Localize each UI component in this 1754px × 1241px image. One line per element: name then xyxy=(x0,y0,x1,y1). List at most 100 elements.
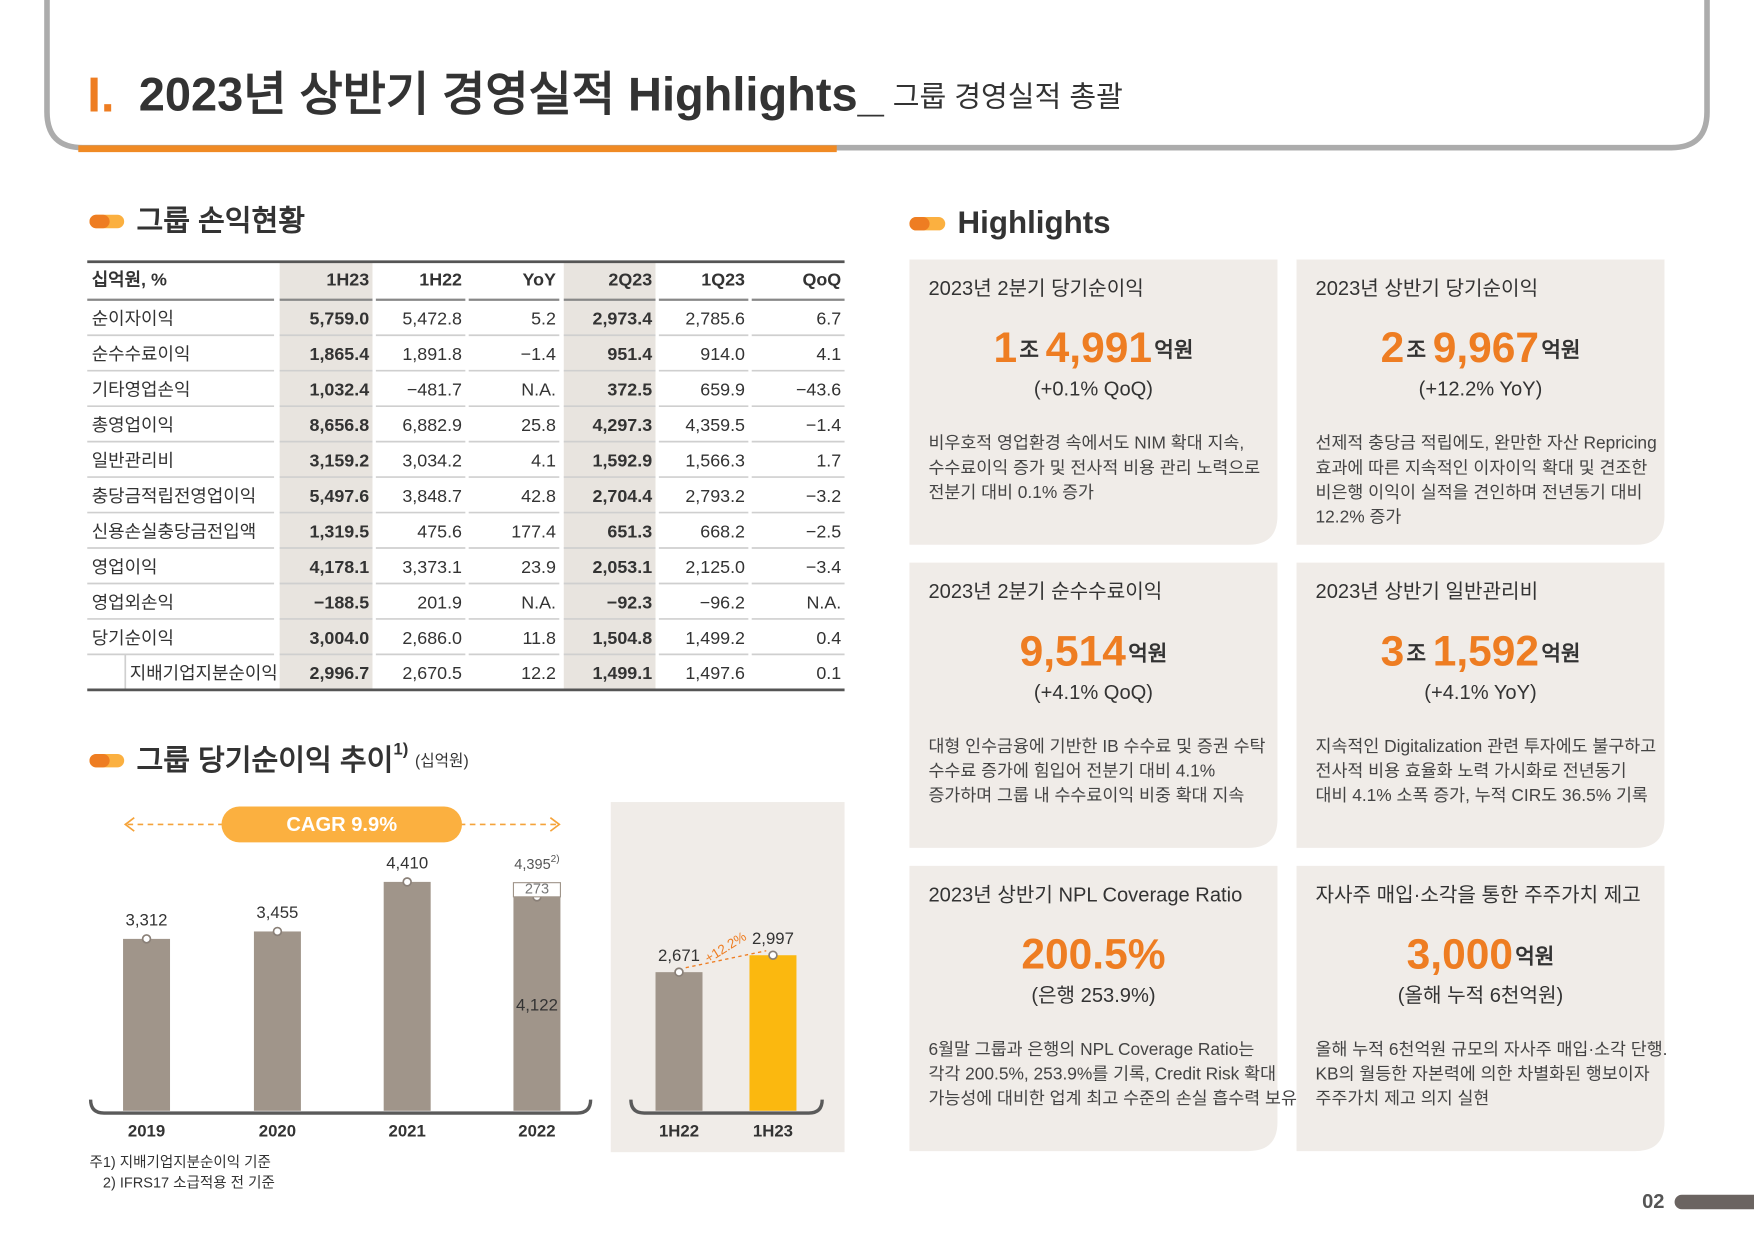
table-cell: −1.4 xyxy=(806,415,841,435)
row-label: 순수수료이익 xyxy=(92,344,191,364)
x-tick-label: 1H23 xyxy=(753,1121,793,1140)
table-cell: −43.6 xyxy=(796,380,841,400)
value-label: 3,312 xyxy=(126,910,168,929)
card-main: 1 조 4,991 억원 xyxy=(994,325,1194,372)
table-cell: −96.2 xyxy=(700,592,745,612)
footnote: 2) IFRS17 소급적용 전 기준 xyxy=(103,1174,275,1191)
table-cell: 5,472.8 xyxy=(402,309,462,329)
table-cell: 1,319.5 xyxy=(310,521,370,541)
table-cell: 177.4 xyxy=(511,521,556,541)
table-cell: 651.3 xyxy=(607,521,652,541)
main-unit: 억원 xyxy=(1515,944,1554,968)
table-cell: 3,848.7 xyxy=(402,486,462,506)
row-label: 총영업이익 xyxy=(92,415,174,435)
card-title: 2023년 상반기 일반관리비 xyxy=(1316,580,1539,603)
table-cell: 0.4 xyxy=(816,628,841,648)
card-sub: (+4.1% QoQ) xyxy=(1034,682,1153,704)
main-unit: 억원 xyxy=(1154,338,1193,362)
table-cell: 42.8 xyxy=(521,486,556,506)
card-body: 선제적 충당금 적립에도, 완만한 자산 Repricing xyxy=(1316,433,1657,453)
chart-baseline xyxy=(629,1099,824,1115)
table-cell: 1,032.4 xyxy=(310,380,370,400)
column-header: 십억원, % xyxy=(92,269,167,289)
x-tick-label: 2019 xyxy=(128,1121,165,1140)
card-title: 2023년 2분기 순수수료이익 xyxy=(928,580,1162,603)
card xyxy=(909,259,1278,545)
bar xyxy=(513,896,561,1111)
table-cell: 3,159.2 xyxy=(310,450,370,470)
bar xyxy=(749,955,797,1111)
card xyxy=(909,562,1278,848)
table-cell: 1,499.2 xyxy=(685,628,745,648)
card-body: 주주가치 제고 의지 실현 xyxy=(1316,1088,1490,1108)
card-main: 3,000 억원 xyxy=(1407,932,1555,979)
card-title: 2023년 상반기 NPL Coverage Ratio xyxy=(928,883,1242,906)
card-body: 비우호적 영업환경 속에서도 NIM 확대 지속, xyxy=(928,433,1244,453)
row-label: 영업외손익 xyxy=(92,592,174,612)
card-body: 수수료이익 증가 및 전사적 비용 관리 노력으로 xyxy=(928,457,1260,477)
column-header: 1H23 xyxy=(326,269,369,289)
growth-line xyxy=(685,950,767,969)
card-sub: (올해 누적 6천억원) xyxy=(1398,984,1563,1007)
column-header: QoQ xyxy=(802,269,841,289)
card-body: 지속적인 Digitalization 관련 투자에도 불구하고 xyxy=(1316,736,1657,756)
bar-marker xyxy=(768,950,778,960)
chart-baseline xyxy=(88,1099,593,1115)
table-cell: 6.7 xyxy=(816,309,841,329)
table-cell: 2,785.6 xyxy=(685,309,745,329)
section-icon xyxy=(909,217,930,231)
table-cell: 3,373.1 xyxy=(402,557,462,577)
table-cell: 2,125.0 xyxy=(685,557,745,577)
table-cell: 11.8 xyxy=(522,628,556,648)
table-cell: 23.9 xyxy=(521,557,556,577)
card-sub: (+4.1% YoY) xyxy=(1424,682,1536,704)
bar xyxy=(655,972,703,1111)
chart-title: 그룹 당기순이익 추이1) (십억원) xyxy=(136,740,468,776)
main-unit: 억원 xyxy=(1541,641,1580,665)
table-cell: N.A. xyxy=(521,592,556,612)
cagr-arrow xyxy=(549,817,561,832)
table-cell: 1,865.4 xyxy=(310,344,370,364)
table-cell: 25.8 xyxy=(521,415,556,435)
chart-title-note: 1) xyxy=(393,740,408,759)
table-cell: 4.1 xyxy=(531,450,556,470)
table-cell: 1,592.9 xyxy=(593,450,653,470)
card-body: KB의 월등한 자본력에 의한 차별화된 행보이자 xyxy=(1316,1064,1650,1084)
card-body: 효과에 따른 지속적인 이자이익 확대 및 견조한 xyxy=(1316,457,1648,477)
total-label: 4,3952) xyxy=(514,854,559,873)
table-cell: −3.4 xyxy=(806,557,841,577)
table-cell: 3,004.0 xyxy=(310,628,370,648)
card-sub: (은행 253.9%) xyxy=(1031,984,1155,1007)
row-label: 영업이익 xyxy=(92,557,158,577)
table-cell: 1,497.6 xyxy=(685,663,745,683)
row-label: 신용손실충당금전입액 xyxy=(92,521,256,541)
table-cell: N.A. xyxy=(806,592,841,612)
table-cell: 12.2 xyxy=(521,663,556,683)
main-unit: 조 xyxy=(1019,338,1039,362)
chart-panel xyxy=(610,802,845,1153)
header-frame xyxy=(44,0,1710,151)
table-cell: 1,566.3 xyxy=(685,450,745,470)
main-figure: 1,592 xyxy=(1433,629,1539,676)
card-main: 3 조 1,592 억원 xyxy=(1381,629,1581,676)
bar xyxy=(253,931,301,1111)
card-body: 수수료 증가에 힘입어 전분기 대비 4.1% xyxy=(928,760,1215,780)
card-body: 전사적 비용 효율화 노력 가시화로 전년동기 xyxy=(1316,760,1627,780)
value-label: 3,455 xyxy=(256,903,298,922)
subtitle: 그룹 경영실적 총괄 xyxy=(893,81,1123,113)
bar-marker xyxy=(141,934,152,944)
column-header: 1H22 xyxy=(419,269,462,289)
cagr-arrow xyxy=(123,817,135,832)
card-body: 각각 200.5%, 253.9%를 기록, Credit Risk 확대 xyxy=(928,1064,1276,1084)
table-cell: 6,882.9 xyxy=(402,415,462,435)
x-tick-label: 2020 xyxy=(259,1121,296,1140)
section-number: I. xyxy=(87,67,114,122)
card-title: 2023년 상반기 당기순이익 xyxy=(1316,277,1539,300)
bar-marker xyxy=(272,926,283,937)
card-body: 12.2% 증가 xyxy=(1316,507,1402,527)
card-main: 200.5% xyxy=(1021,932,1165,979)
column-header: 2Q23 xyxy=(608,269,652,289)
card xyxy=(909,865,1278,1152)
value-label: 2,997 xyxy=(752,929,794,948)
card-body: 6월말 그룹과 은행의 NPL Coverage Ratio는 xyxy=(928,1039,1254,1059)
